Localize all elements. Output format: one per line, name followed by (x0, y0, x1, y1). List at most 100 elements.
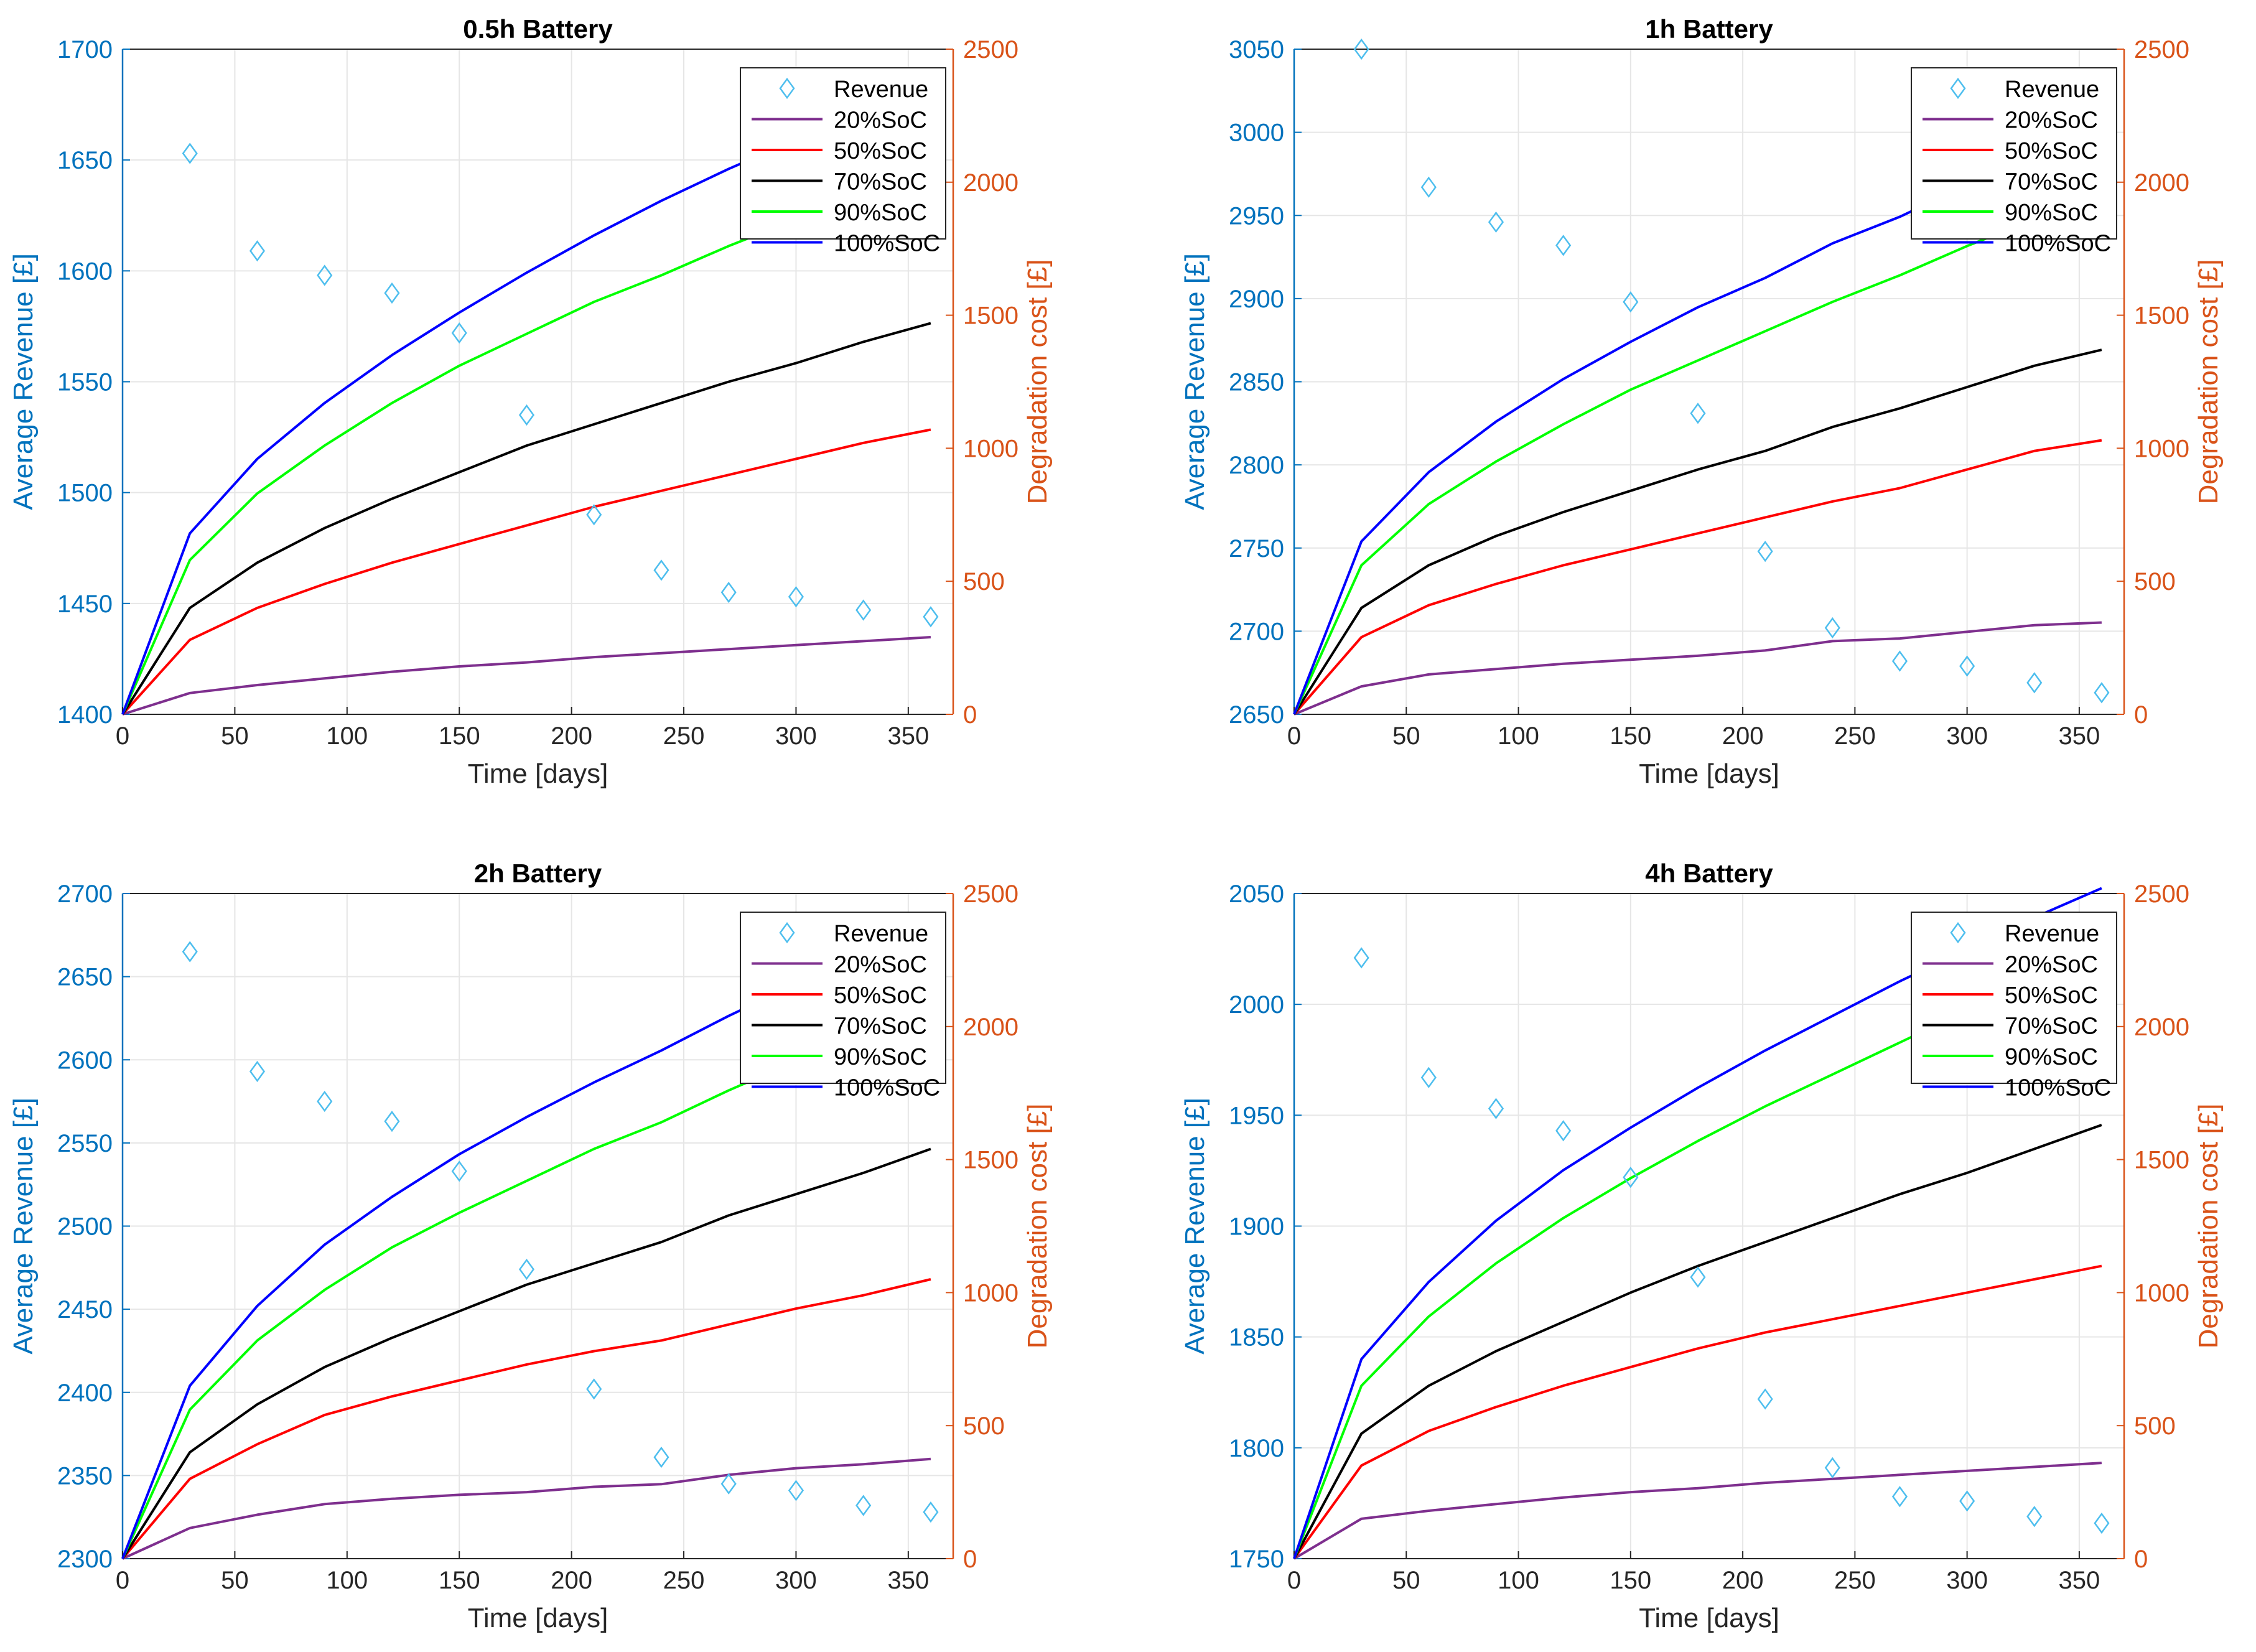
series-line-50pct-soc (121, 1278, 931, 1560)
y-right-tick-label: 1500 (2134, 302, 2189, 330)
y-left-tick-label: 1550 (57, 369, 113, 396)
y-left-tick-label: 1900 (1229, 1213, 1284, 1241)
series-line-20pct-soc (1293, 621, 2102, 716)
legend-label: 70%SoC (2005, 1014, 2098, 1040)
y-left-tick-label: 2350 (57, 1462, 113, 1490)
x-tick-label: 350 (887, 722, 929, 750)
revenue-marker (1757, 540, 1773, 562)
y-right-tick-label: 2500 (2134, 36, 2189, 63)
y-right-tick-label: 0 (2134, 1546, 2148, 1573)
revenue-marker (1488, 1098, 1504, 1119)
revenue-marker (2026, 1506, 2043, 1528)
y-left-tick-label: 2700 (57, 880, 113, 908)
revenue-marker (586, 1378, 602, 1400)
series-line-90pct-soc (121, 170, 931, 715)
y-left-tick-label: 2450 (57, 1296, 113, 1323)
y-left-tick-label: 2800 (1229, 452, 1284, 479)
series-line-90pct-soc (1293, 194, 2102, 715)
chart-panel-2: 0 50 100 150 200 250 300 350 2650 2700 2750 2800 285… (1180, 14, 2224, 789)
revenue-marker (182, 941, 198, 963)
y-right-tick-label: 500 (963, 1412, 1005, 1440)
legend-label: 20%SoC (834, 108, 927, 134)
y-right-axis-label: Degradation cost [£] (2193, 1104, 2224, 1349)
y-left-tick-label: 2550 (57, 1130, 113, 1157)
revenue-marker (1353, 947, 1369, 969)
y-left-tick-label: 2000 (1229, 991, 1284, 1019)
x-axis-label: Time [days] (468, 758, 608, 789)
y-left-tick-label: 1950 (1229, 1102, 1284, 1129)
x-tick-label: 300 (1946, 722, 1988, 750)
legend-label: Revenue (834, 921, 928, 947)
y-left-tick-label: 2650 (57, 964, 113, 991)
legend-revenue-marker (1950, 77, 1966, 100)
y-left-tick-label: 2050 (1229, 880, 1284, 908)
y-left-tick-label: 1650 (57, 147, 113, 174)
series-line-50pct-soc (1293, 1264, 2102, 1560)
revenue-marker (2094, 1512, 2110, 1534)
x-tick-label: 250 (663, 1567, 705, 1594)
x-tick-label: 300 (775, 1567, 817, 1594)
legend-label: 50%SoC (2005, 982, 2098, 1009)
x-tick-label: 150 (439, 1567, 480, 1594)
revenue-marker (1623, 291, 1639, 313)
revenue-marker (788, 1480, 804, 1501)
y-right-tick-label: 500 (963, 568, 1005, 595)
y-left-tick-label: 1400 (57, 701, 113, 729)
legend-label: 50%SoC (834, 138, 927, 164)
revenue-marker (1420, 176, 1437, 198)
x-tick-label: 100 (1498, 1567, 1539, 1594)
y-right-tick-label: 1500 (963, 302, 1018, 330)
revenue-marker (653, 1446, 669, 1468)
legend: Revenue 20%SoC 50%SoC 70%SoC 90%SoC 100%SoC (740, 912, 946, 1101)
revenue-marker (1420, 1066, 1437, 1088)
chart-panel-1: 0 50 100 150 200 250 300 350 1400 1450 1500 1550 160… (8, 14, 1053, 789)
x-tick-label: 0 (1287, 1567, 1301, 1594)
y-left-tick-label: 2650 (1229, 701, 1284, 729)
x-tick-label: 350 (2059, 1567, 2100, 1594)
legend-label: Revenue (2005, 77, 2099, 103)
revenue-marker (1824, 1457, 1840, 1479)
y-left-tick-label: 2900 (1229, 286, 1284, 313)
revenue-marker (720, 1473, 737, 1495)
y-right-tick-label: 2000 (2134, 169, 2189, 197)
revenue-marker (855, 1495, 872, 1516)
x-tick-label: 0 (1287, 722, 1301, 750)
revenue-marker (317, 264, 333, 286)
revenue-marker (855, 599, 872, 621)
y-left-tick-label: 2700 (1229, 618, 1284, 645)
x-axis-label: Time [days] (468, 1603, 608, 1633)
series-line-50pct-soc (1293, 439, 2102, 716)
legend-label: 100%SoC (2005, 231, 2111, 257)
x-tick-label: 300 (775, 722, 817, 750)
y-right-tick-label: 500 (2134, 568, 2176, 595)
y-right-tick-label: 2500 (2134, 880, 2189, 908)
legend-label: 20%SoC (2005, 952, 2098, 978)
x-tick-label: 200 (1722, 722, 1764, 750)
y-left-tick-label: 1600 (57, 258, 113, 285)
y-right-axis-label: Degradation cost [£] (1022, 1104, 1053, 1349)
revenue-marker (1959, 655, 1975, 677)
y-right-tick-label: 2000 (2134, 1014, 2189, 1041)
revenue-marker (2094, 682, 2110, 704)
y-left-tick-label: 1500 (57, 480, 113, 507)
y-left-axis-label: Average Revenue [£] (1180, 253, 1210, 510)
legend-label: Revenue (2005, 921, 2099, 947)
revenue-marker (1891, 1486, 1908, 1508)
y-right-tick-label: 1500 (963, 1147, 1018, 1174)
legend-label: 90%SoC (834, 1044, 927, 1070)
y-right-tick-label: 0 (963, 1546, 977, 1573)
x-tick-label: 150 (1610, 1567, 1651, 1594)
series-line-70pct-soc (121, 1147, 931, 1560)
y-right-tick-label: 2000 (963, 169, 1018, 197)
x-tick-label: 50 (221, 1567, 249, 1594)
y-right-tick-label: 500 (2134, 1412, 2176, 1440)
chart-panel-4: 0 50 100 150 200 250 300 350 1750 1800 1850 1900 195… (1180, 859, 2224, 1633)
legend-label: 100%SoC (834, 231, 940, 257)
y-left-tick-label: 2600 (57, 1047, 113, 1074)
x-tick-label: 350 (887, 1567, 929, 1594)
y-left-axis-label: Average Revenue [£] (1180, 1098, 1210, 1355)
legend-label: 20%SoC (2005, 108, 2098, 134)
legend-label: 50%SoC (2005, 138, 2098, 164)
legend-label: 20%SoC (834, 952, 927, 978)
